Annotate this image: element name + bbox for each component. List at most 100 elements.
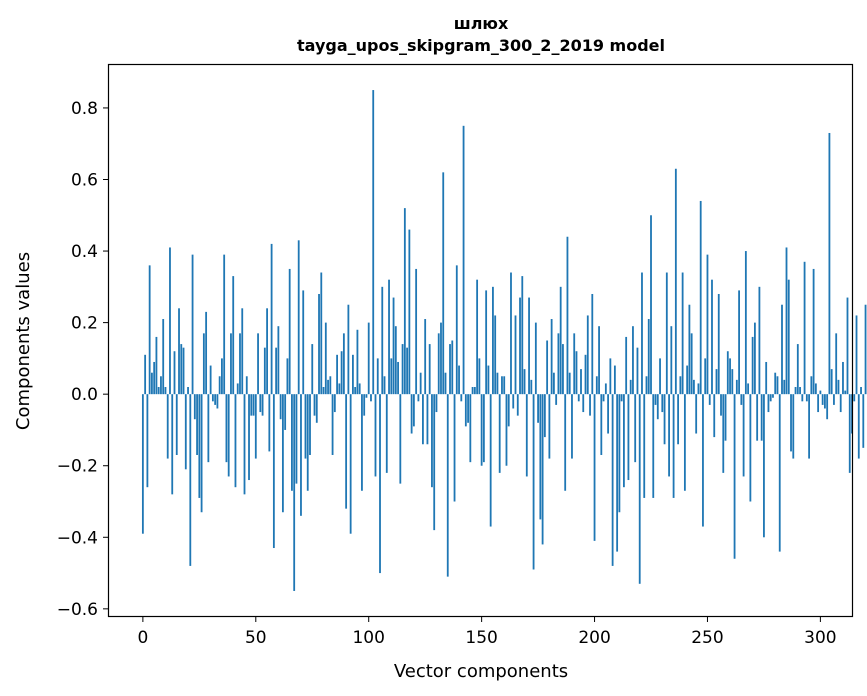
y-tick-label: −0.2 xyxy=(57,457,98,477)
x-tick-label: 50 xyxy=(245,628,267,648)
bar-component-258 xyxy=(724,394,727,441)
bar-component-320 xyxy=(864,304,867,395)
bar-component-203 xyxy=(600,394,603,455)
bar-component-290 xyxy=(796,344,799,395)
bar-component-78 xyxy=(318,293,320,395)
bar-component-31 xyxy=(211,394,214,402)
bar-component-268 xyxy=(747,383,750,395)
bar-component-195 xyxy=(582,394,585,413)
bar-component-70 xyxy=(300,394,302,516)
bar-component-108 xyxy=(385,394,388,473)
bar-component-292 xyxy=(801,394,804,402)
bar-component-55 xyxy=(266,308,268,395)
bar-component-144 xyxy=(467,394,469,423)
bar-component-158 xyxy=(498,394,501,473)
bar-component-250 xyxy=(706,254,709,395)
x-tick-label: 300 xyxy=(804,628,836,648)
bar-component-209 xyxy=(613,365,616,395)
bar-component-149 xyxy=(478,358,481,395)
bar-component-180 xyxy=(548,394,551,459)
bar-component-187 xyxy=(564,394,567,491)
bar-component-183 xyxy=(555,394,558,405)
bar-component-248 xyxy=(702,394,704,527)
bar-component-124 xyxy=(422,394,424,445)
bar-component-94 xyxy=(354,387,357,395)
bar-component-24 xyxy=(196,394,198,455)
bar-component-263 xyxy=(735,379,738,395)
bar-component-275 xyxy=(763,394,765,538)
y-tick-label: −0.4 xyxy=(57,528,98,548)
x-tick-label: 100 xyxy=(352,628,384,648)
bar-component-265 xyxy=(740,394,743,405)
bar-component-155 xyxy=(492,286,494,395)
bar-component-79 xyxy=(320,272,323,395)
bar-component-257 xyxy=(722,394,725,473)
bar-component-247 xyxy=(699,200,702,395)
bar-component-171 xyxy=(528,297,530,395)
bar-component-165 xyxy=(514,315,517,395)
x-axis: 0 50 100 150 200 250 300 xyxy=(137,616,837,648)
bar-component-230 xyxy=(661,394,664,413)
bar-component-42 xyxy=(236,383,239,395)
bar-component-117 xyxy=(406,347,409,395)
bar-component-68 xyxy=(295,394,298,484)
bar-component-52 xyxy=(259,394,262,413)
bar-component-135 xyxy=(446,394,449,577)
bar-component-233 xyxy=(668,394,670,477)
bar-component-14 xyxy=(173,351,176,395)
bar-component-132 xyxy=(440,322,442,395)
bar-component-191 xyxy=(573,333,576,395)
bar-component-128 xyxy=(431,394,433,488)
bar-component-56 xyxy=(268,394,271,452)
y-axis: −0.6 −0.4 −0.2 0.0 0.2 0.4 0.6 0.8 xyxy=(57,99,109,620)
bar-component-107 xyxy=(383,376,386,395)
bar-component-127 xyxy=(428,344,431,395)
bar-component-62 xyxy=(281,394,284,513)
bar-component-54 xyxy=(263,347,266,395)
bar-component-254 xyxy=(715,369,718,395)
bar-component-121 xyxy=(415,268,418,395)
bar-component-270 xyxy=(751,336,754,395)
bar-component-210 xyxy=(616,394,619,552)
bar-component-29 xyxy=(207,394,210,463)
bar-component-143 xyxy=(464,394,467,427)
bar-component-255 xyxy=(717,293,720,395)
bar-component-87 xyxy=(338,383,341,395)
bar-component-287 xyxy=(790,394,792,452)
bar-component-91 xyxy=(347,304,350,395)
bar-component-199 xyxy=(591,293,594,395)
bar-component-148 xyxy=(476,279,479,395)
bar-component-41 xyxy=(234,394,237,488)
bar-component-97 xyxy=(361,394,363,491)
bar-component-294 xyxy=(805,394,808,402)
bar-component-241 xyxy=(686,365,689,395)
bar-component-162 xyxy=(507,394,510,427)
bar-component-13 xyxy=(171,394,174,495)
bar-component-123 xyxy=(419,372,422,395)
bar-component-22 xyxy=(191,254,194,395)
bar-component-238 xyxy=(679,376,682,395)
bar-component-231 xyxy=(663,394,666,445)
bar-component-90 xyxy=(345,394,348,509)
bar-component-200 xyxy=(593,394,596,541)
bar-component-106 xyxy=(381,286,384,395)
bar-component-125 xyxy=(424,319,427,395)
y-tick-label: 0.0 xyxy=(71,385,98,405)
bar-component-297 xyxy=(812,268,815,395)
bar-component-98 xyxy=(363,394,366,416)
bar-component-122 xyxy=(417,394,420,402)
bar-component-211 xyxy=(618,394,621,513)
bar-component-278 xyxy=(769,394,772,402)
bar-component-65 xyxy=(288,268,291,395)
bar-component-271 xyxy=(753,322,756,395)
bar-component-88 xyxy=(340,351,343,395)
bar-component-33 xyxy=(216,394,219,409)
bar-component-157 xyxy=(496,372,499,395)
bar-component-223 xyxy=(645,376,648,395)
bar-component-74 xyxy=(309,394,311,455)
bar-component-92 xyxy=(349,394,352,534)
bar-component-26 xyxy=(200,394,203,513)
bar-component-285 xyxy=(785,247,788,395)
bar-component-27 xyxy=(202,333,205,395)
bar-component-17 xyxy=(180,344,183,395)
